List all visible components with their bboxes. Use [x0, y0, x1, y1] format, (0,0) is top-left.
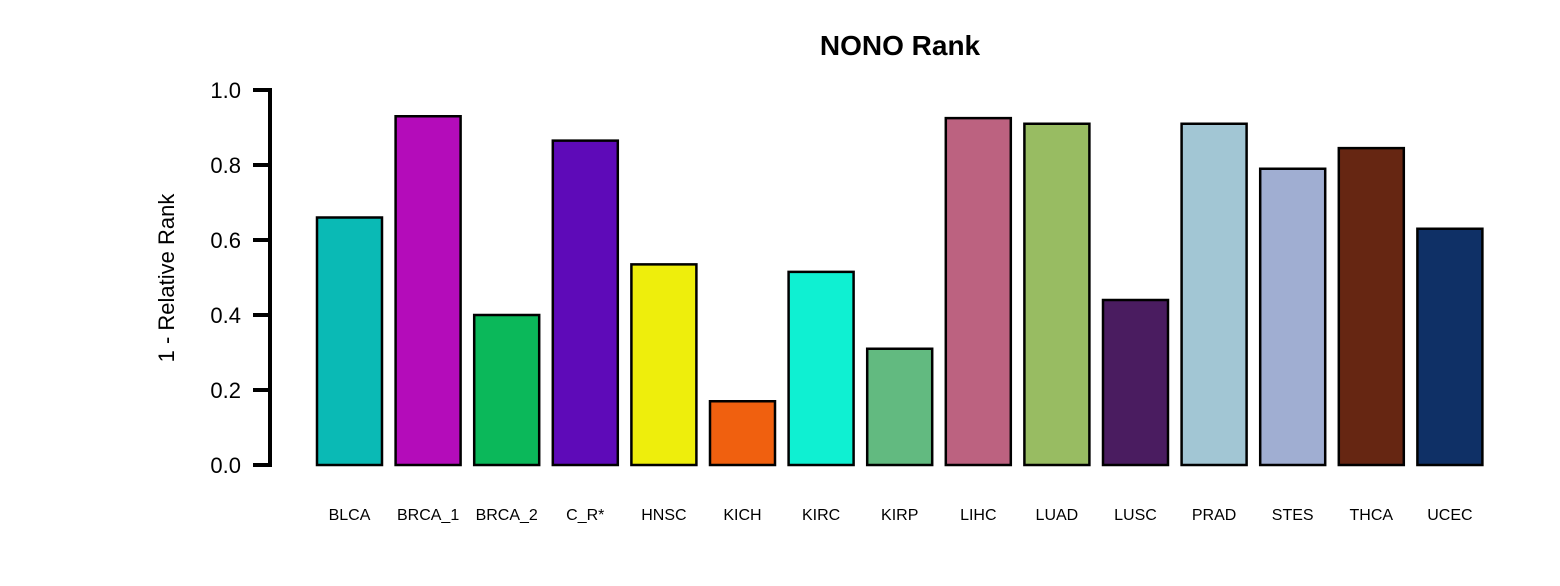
- x-tick-label: KIRC: [802, 507, 840, 524]
- y-tick-label: 0.4: [210, 303, 241, 328]
- x-tick-label: KICH: [723, 507, 761, 524]
- y-tick-label: 0.2: [210, 378, 241, 403]
- x-tick-label: UCEC: [1427, 507, 1472, 524]
- bar-kirp: [865, 347, 934, 467]
- x-tick-label: C_R*: [566, 507, 604, 524]
- bar-prad: [1180, 122, 1248, 467]
- x-tick-label: BRCA_2: [476, 507, 538, 524]
- bars: [315, 115, 1484, 467]
- y-axis: 0.0 0.2 0.4 0.6 0.8 1.0: [210, 78, 272, 478]
- bar-stes: [1258, 167, 1327, 467]
- x-tick-label: STES: [1272, 507, 1314, 524]
- chart-title: NONO Rank: [820, 30, 981, 61]
- x-tick-label: THCA: [1350, 507, 1394, 524]
- bar-ucec: [1416, 227, 1484, 467]
- bar-thca: [1337, 146, 1406, 467]
- y-tick-label: 0.8: [210, 153, 241, 178]
- bar-hnsc: [630, 263, 698, 467]
- y-tick-label: 1.0: [210, 78, 241, 103]
- bar-blca: [315, 216, 384, 467]
- x-tick-label: PRAD: [1192, 507, 1236, 524]
- x-tick-label: HNSC: [641, 507, 686, 524]
- bar-lusc: [1101, 298, 1170, 467]
- x-tick-label: LUSC: [1114, 507, 1157, 524]
- bar-kich: [708, 400, 777, 467]
- x-tick-label: LUAD: [1036, 507, 1079, 524]
- bar-c-r: [551, 139, 620, 467]
- x-tick-label: KIRP: [881, 507, 918, 524]
- bar-lihc: [944, 116, 1013, 467]
- x-tick-label: LIHC: [960, 507, 996, 524]
- x-tick-label: BRCA_1: [397, 507, 459, 524]
- y-tick-label: 0.6: [210, 228, 241, 253]
- x-tick-label: BLCA: [329, 507, 371, 524]
- bar-kirc: [787, 270, 855, 467]
- bar-brca-1: [394, 115, 462, 467]
- bar-brca-2: [472, 313, 541, 467]
- x-axis-labels: BLCA BRCA_1 BRCA_2 C_R* HNSC KICH KIRC KIRP LIHC…: [329, 507, 1473, 524]
- bar-luad: [1023, 122, 1091, 467]
- y-axis-label: 1 - Relative Rank: [154, 193, 179, 363]
- y-tick-label: 0.0: [210, 453, 241, 478]
